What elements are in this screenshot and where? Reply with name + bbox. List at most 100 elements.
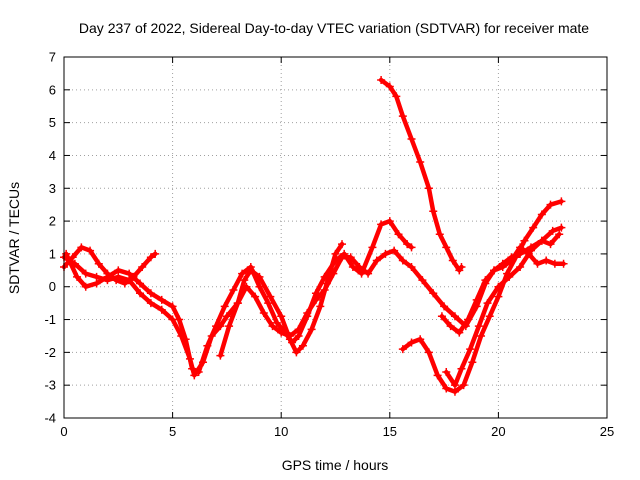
data-point (490, 266, 499, 275)
data-point (320, 286, 329, 295)
x-tick-label: 10 (274, 424, 288, 439)
y-tick-label: 6 (49, 82, 56, 97)
series-track-2 (60, 243, 160, 288)
data-point (266, 292, 275, 301)
data-point (416, 335, 425, 344)
data-point (377, 220, 386, 229)
data-point (238, 269, 247, 278)
data-point (520, 236, 529, 245)
data-point (546, 200, 555, 209)
data-point (233, 299, 242, 308)
data-point (288, 338, 297, 347)
data-point (92, 279, 101, 288)
data-point (455, 328, 464, 337)
data-point (398, 345, 407, 354)
data-point (429, 207, 438, 216)
x-tick-label: 20 (491, 424, 505, 439)
data-point (181, 335, 190, 344)
series-layer (60, 75, 568, 396)
data-point (103, 272, 112, 281)
data-point (457, 263, 466, 272)
data-point (548, 226, 557, 235)
x-tick-label: 15 (383, 424, 397, 439)
data-point (216, 351, 225, 360)
data-point (546, 240, 555, 249)
data-point (394, 230, 403, 239)
data-point (437, 312, 446, 321)
y-tick-label: -3 (44, 378, 56, 393)
data-point (407, 338, 416, 347)
data-point (468, 358, 477, 367)
data-point (435, 230, 444, 239)
data-point (94, 259, 103, 268)
data-point (483, 299, 492, 308)
data-point (537, 210, 546, 219)
data-point (175, 315, 184, 324)
y-tick-label: 2 (49, 214, 56, 229)
data-point (272, 318, 281, 327)
data-point (264, 299, 273, 308)
data-point (120, 279, 129, 288)
x-tick-label: 0 (60, 424, 67, 439)
data-point (259, 308, 268, 317)
data-point (459, 381, 468, 390)
data-point (424, 184, 433, 193)
y-tick-label: 1 (49, 246, 56, 261)
data-point (466, 345, 475, 354)
data-point (407, 263, 416, 272)
y-tick-label: 3 (49, 181, 56, 196)
data-point (203, 341, 212, 350)
data-point (474, 322, 483, 331)
data-point (86, 246, 95, 255)
data-point (346, 253, 355, 262)
data-point (136, 289, 145, 298)
x-tick-label: 5 (169, 424, 176, 439)
data-point (73, 272, 82, 281)
data-point (446, 322, 455, 331)
data-point (559, 259, 568, 268)
y-tick-label: 7 (49, 50, 56, 65)
data-point (448, 256, 457, 265)
data-point (516, 263, 525, 272)
y-tick-label: 0 (49, 279, 56, 294)
data-point (392, 92, 401, 101)
data-point (481, 276, 490, 285)
data-point (364, 269, 373, 278)
series-track-5 (377, 75, 466, 275)
data-point (533, 259, 542, 268)
data-point (450, 381, 459, 390)
data-point (77, 243, 86, 252)
y-tick-label: -1 (44, 312, 56, 327)
data-point (398, 256, 407, 265)
data-point (477, 331, 486, 340)
data-point (157, 295, 166, 304)
series-line (63, 218, 414, 375)
data-point (494, 282, 503, 291)
data-point (390, 246, 399, 255)
data-point (398, 112, 407, 121)
series-track-6 (398, 197, 566, 396)
data-point (440, 302, 449, 311)
data-point (316, 302, 325, 311)
data-point (338, 253, 347, 262)
data-point (240, 276, 249, 285)
data-point (277, 312, 286, 321)
data-point (307, 325, 316, 334)
data-point (457, 364, 466, 373)
y-axis-label: SDTVAR / TECUs (6, 182, 22, 294)
data-point (385, 82, 394, 91)
data-point (507, 256, 516, 265)
data-point (494, 292, 503, 301)
x-tick-label: 25 (600, 424, 614, 439)
data-point (320, 272, 329, 281)
data-point (550, 259, 559, 268)
data-point (146, 289, 155, 298)
data-point (277, 328, 286, 337)
data-point (194, 368, 203, 377)
data-point (557, 197, 566, 206)
x-axis-label: GPS time / hours (282, 457, 389, 473)
data-point (557, 223, 566, 232)
data-point (368, 243, 377, 252)
data-point (407, 243, 416, 252)
data-point (114, 266, 123, 275)
